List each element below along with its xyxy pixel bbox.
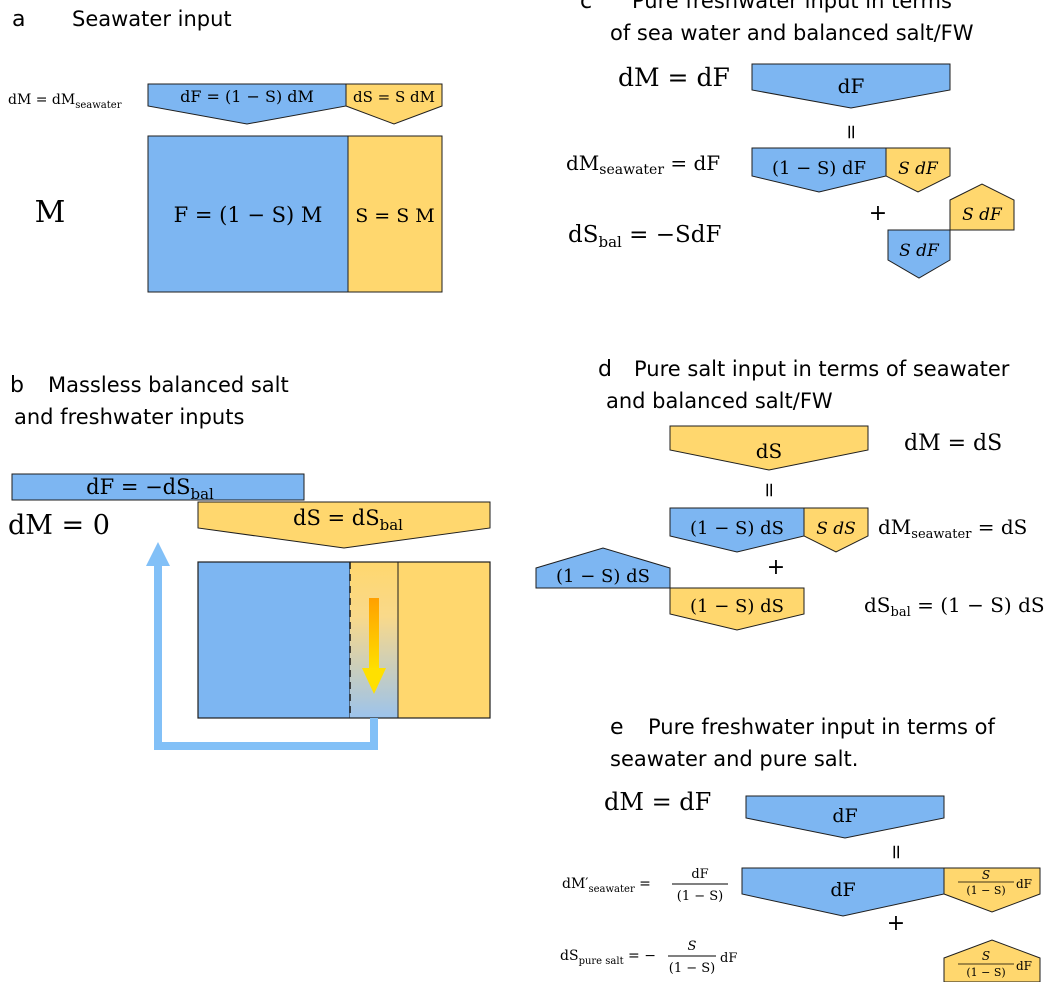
- balanced-freshwater-d-label: (1 − S) dS: [556, 566, 650, 587]
- seawater-freshwater-part-d-label: (1 − S) dS: [690, 518, 784, 539]
- freshwater-input-box-e: [745, 795, 945, 839]
- freshwater-input-label: dF: [838, 74, 865, 98]
- panel-c-plus-sign: +: [869, 201, 887, 226]
- panel-b: b Massless balanced salt and freshwater …: [8, 373, 491, 750]
- ocean-salt-region: [397, 561, 491, 719]
- panel-e-plus-sign: +: [887, 911, 905, 936]
- panel-e-seawater-eq: dM′seawater =: [562, 876, 651, 895]
- ocean-freshwater-box: [147, 135, 349, 293]
- ocean-salt-box: [347, 135, 443, 293]
- panel-d-letter: d: [598, 357, 612, 382]
- seawater-freshwater-part-e-label: dF: [830, 879, 855, 901]
- seawater-freshwater-part-e: [741, 867, 945, 917]
- balanced-salt-box-d: [669, 587, 805, 631]
- balanced-freshwater-input: [11, 473, 305, 501]
- freshwater-return-arrow: [154, 562, 378, 750]
- seawater-salt-part: [885, 147, 951, 193]
- panel-e-salt-eq: dSpure salt = −: [560, 948, 656, 967]
- balanced-df-label: dF = −dSbal: [86, 475, 214, 503]
- seawater-ds-label: dS = S dM: [353, 88, 435, 106]
- ocean-outline: [197, 561, 491, 719]
- panel-d: d Pure salt input in terms of seawater a…: [535, 357, 1045, 631]
- panel-e-title-line2: seawater and pure salt.: [610, 747, 858, 771]
- seawater-freshwater-input: [147, 83, 347, 125]
- salt-flux-arrow-shaft: [369, 598, 379, 670]
- seawater-salt-part-e-tail: dF: [1016, 877, 1032, 891]
- panel-a-dm-eq: dM = dMseawater: [8, 92, 122, 111]
- panel-e-equals-sign: =: [885, 844, 909, 861]
- balanced-salt-box: [949, 183, 1015, 231]
- balanced-salt-label: S dF: [962, 205, 1003, 225]
- balanced-freshwater-box-d: [535, 547, 671, 589]
- balanced-salt-input: [197, 501, 491, 549]
- panel-d-plus-sign: +: [767, 555, 785, 580]
- seawater-salt-part-e-den: (1 − S): [966, 884, 1005, 897]
- panel-e-title-line1: Pure freshwater input in terms of: [648, 715, 995, 739]
- panel-c-title-line1: Pure freshwater input in terms: [632, 0, 952, 13]
- ocean-freshwater-region: [197, 561, 351, 719]
- seawater-freshwater-part: [751, 147, 887, 193]
- panel-c: c Pure freshwater input in terms of sea …: [566, 0, 1015, 279]
- panel-d-seawater-eq: dMseawater = dS: [878, 515, 1027, 542]
- seawater-salt-input: [345, 83, 443, 125]
- panel-c-balanced-eq: dSbal = −SdF: [568, 222, 721, 251]
- panel-d-dm-eq: dM = dS: [904, 431, 1002, 456]
- ocean-salt-label: S = S M: [355, 205, 435, 227]
- panel-d-balanced-eq: dSbal = (1 − S) dS: [864, 593, 1045, 620]
- panel-b-title-line1: Massless balanced salt: [48, 373, 289, 397]
- seawater-salt-part-label: S dF: [898, 159, 939, 179]
- seawater-salt-part-e: [943, 867, 1041, 913]
- panel-e-frac-num: dF: [691, 867, 708, 882]
- pure-salt-box: [943, 939, 1041, 982]
- panel-d-title-line2: and balanced salt/FW: [606, 389, 833, 413]
- salt-flux-arrow-head: [362, 668, 386, 694]
- panel-a-letter: a: [12, 7, 25, 32]
- panel-e-frac-den: (1 − S): [677, 889, 723, 904]
- panel-a: a Seawater input dM = dMseawater dF = (1…: [8, 7, 443, 293]
- panel-b-title-line2: and freshwater inputs: [14, 405, 244, 429]
- panel-e-salt-frac-num: S: [688, 939, 697, 954]
- ocean-freshwater-label: F = (1 − S) M: [174, 203, 323, 227]
- panel-c-equals-sign: =: [840, 124, 864, 141]
- panel-e: e Pure freshwater input in terms of seaw…: [560, 715, 1041, 982]
- panel-e-letter: e: [610, 715, 624, 740]
- panel-d-title-line1: Pure salt input in terms of seawater: [634, 357, 1010, 381]
- ocean-mass-label: M: [35, 195, 66, 230]
- seawater-freshwater-part-label: (1 − S) dF: [772, 158, 866, 179]
- seawater-salt-part-e-num: S: [982, 868, 990, 882]
- panel-b-letter: b: [10, 373, 24, 398]
- panel-c-seawater-eq: dMseawater = dF: [566, 151, 720, 178]
- freshwater-return-arrow-head: [146, 542, 170, 566]
- pure-salt-box-tail: dF: [1016, 959, 1032, 973]
- seawater-freshwater-part-d: [669, 507, 805, 553]
- balanced-salt-d-label: (1 − S) dS: [690, 596, 784, 617]
- freshwater-input-e-label: dF: [832, 805, 857, 827]
- panel-e-salt-tail: dF: [720, 951, 737, 966]
- panel-c-dm-eq: dM = dF: [618, 63, 730, 92]
- panel-a-title: Seawater input: [72, 7, 232, 31]
- balanced-dm-eq: dM = 0: [8, 510, 110, 541]
- salt-input-label: dS: [756, 439, 783, 463]
- pure-salt-box-num: S: [982, 949, 990, 963]
- salt-input-box: [669, 425, 869, 471]
- panel-c-letter: c: [580, 0, 592, 14]
- panel-e-dm-eq: dM = dF: [604, 788, 711, 816]
- balanced-ds-label: dS = dSbal: [293, 506, 403, 534]
- seawater-salt-part-d: [803, 507, 869, 553]
- freshwater-input-box: [751, 63, 951, 109]
- panel-d-equals-sign: =: [758, 482, 782, 499]
- seawater-salt-part-d-label: S dS: [816, 519, 856, 539]
- balanced-freshwater-box: [887, 229, 951, 279]
- seawater-df-label: dF = (1 − S) dM: [180, 87, 314, 106]
- panel-c-title-line2: of sea water and balanced salt/FW: [610, 21, 974, 45]
- pure-salt-box-den: (1 − S): [966, 966, 1005, 979]
- panel-e-salt-frac-den: (1 − S): [669, 961, 715, 976]
- balanced-freshwater-label: S dF: [899, 241, 940, 261]
